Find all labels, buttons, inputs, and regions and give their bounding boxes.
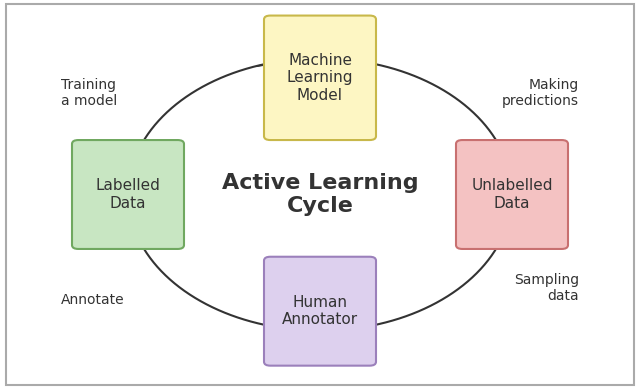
Text: Machine
Learning
Model: Machine Learning Model [287, 53, 353, 103]
Text: Sampling
data: Sampling data [514, 273, 579, 303]
Text: Training
a model: Training a model [61, 78, 117, 109]
FancyBboxPatch shape [456, 140, 568, 249]
FancyBboxPatch shape [264, 257, 376, 366]
Text: Active Learning
Cycle: Active Learning Cycle [221, 173, 419, 216]
FancyBboxPatch shape [264, 16, 376, 140]
Text: Making
predictions: Making predictions [502, 78, 579, 109]
Text: Labelled
Data: Labelled Data [95, 178, 161, 211]
Text: Human
Annotator: Human Annotator [282, 295, 358, 328]
Text: Annotate: Annotate [61, 293, 124, 307]
FancyBboxPatch shape [6, 4, 634, 385]
FancyBboxPatch shape [72, 140, 184, 249]
Text: Unlabelled
Data: Unlabelled Data [471, 178, 553, 211]
